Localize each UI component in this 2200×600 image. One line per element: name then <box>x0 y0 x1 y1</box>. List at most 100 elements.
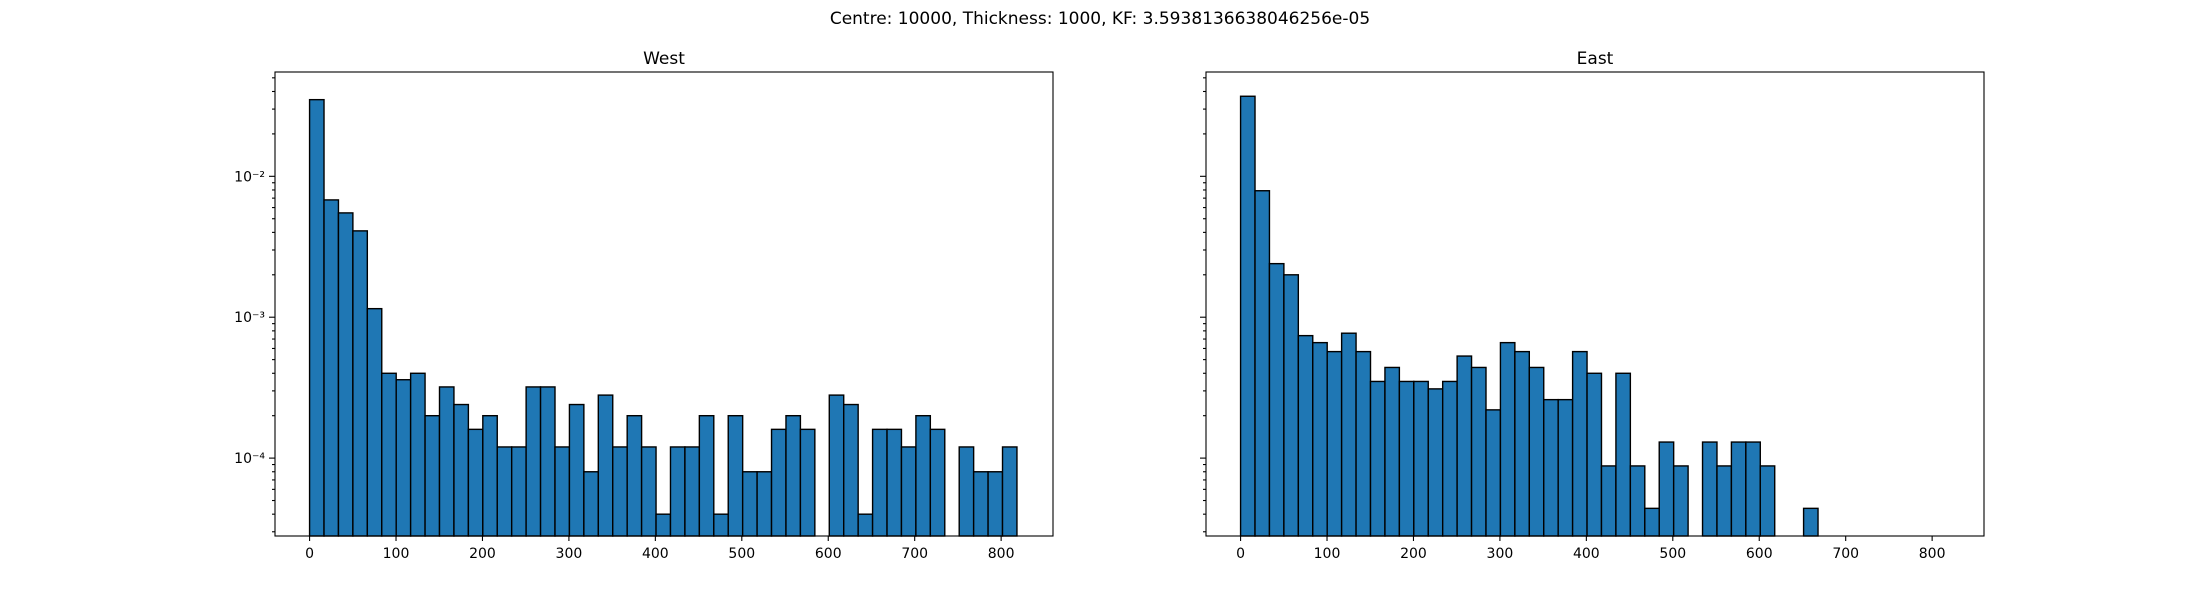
east-bar-32 <box>1701 441 1718 537</box>
east-bar-16 <box>1470 366 1487 537</box>
east-bar-20 <box>1528 366 1545 537</box>
west-bar-9 <box>438 386 455 537</box>
east-bar-34 <box>1730 441 1747 537</box>
figure-suptitle: Centre: 10000, Thickness: 1000, KF: 3.59… <box>830 9 1370 29</box>
west-bar-13 <box>496 446 513 537</box>
west-bar-29 <box>727 414 744 537</box>
west-x-tick-label-2: 200 <box>469 546 496 562</box>
west-y-axis: 10⁻⁴ 10⁻³ 10⁻² <box>234 77 275 533</box>
east-x-tick-label-3: 300 <box>1487 546 1514 562</box>
east-bar-28 <box>1644 507 1660 537</box>
west-bar-8 <box>424 414 441 537</box>
west-bar-11 <box>467 428 484 537</box>
west-plot-frame <box>274 71 1054 537</box>
east-x-tick-label-7: 700 <box>1832 546 1859 562</box>
west-x-tick-label-7: 700 <box>901 546 928 562</box>
west-bar-2 <box>337 212 354 537</box>
east-bar-39 <box>1802 507 1819 537</box>
east-bar-18 <box>1499 341 1516 537</box>
west-x-tick-label-4: 400 <box>642 546 669 562</box>
east-bar-11 <box>1398 380 1415 537</box>
east-x-axis: 0 100 200 300 400 500 600 700 800 <box>1236 536 1946 562</box>
west-bar-4 <box>366 307 383 537</box>
west-bar-28 <box>713 513 729 537</box>
east-x-tick-label-8: 800 <box>1919 546 1946 562</box>
west-x-tick-label-5: 500 <box>728 546 755 562</box>
west-y-tick-label-0: 10⁻⁴ <box>234 451 265 467</box>
west-bar-31 <box>756 471 773 537</box>
west-x-axis: 0 100 200 300 400 500 600 700 800 <box>305 536 1015 562</box>
west-bar-33 <box>785 414 802 537</box>
west-bar-3 <box>352 230 369 537</box>
west-bar-41 <box>900 446 917 537</box>
east-plot-frame <box>1205 71 1985 537</box>
west-bar-46 <box>972 471 989 537</box>
east-bar-17 <box>1485 409 1502 537</box>
east-bar-14 <box>1441 380 1458 537</box>
east-x-tick-label-4: 400 <box>1573 546 1600 562</box>
west-bar-32 <box>770 428 787 537</box>
east-x-tick-label-1: 100 <box>1314 546 1341 562</box>
west-bar-10 <box>453 403 470 537</box>
west-bar-48 <box>1001 446 1018 537</box>
west-bar-36 <box>828 394 845 537</box>
east-x-tick-label-6: 600 <box>1746 546 1773 562</box>
east-x-tick-label-2: 200 <box>1400 546 1427 562</box>
west-bar-30 <box>741 471 758 537</box>
west-bar-45 <box>958 446 975 537</box>
west-y-tick-label-1: 10⁻³ <box>234 310 265 326</box>
east-bar-21 <box>1543 398 1559 537</box>
west-panel: West 0 100 200 300 400 500 600 700 800 10⁻⁴10⁻³1… <box>234 49 1054 562</box>
east-bar-19 <box>1514 350 1531 537</box>
west-bar-43 <box>929 428 946 537</box>
west-bar-40 <box>886 428 903 537</box>
east-x-tick-label-5: 500 <box>1659 546 1686 562</box>
west-x-tick-label-6: 600 <box>815 546 842 562</box>
west-x-tick-label-3: 300 <box>556 546 583 562</box>
east-bar-1 <box>1254 190 1271 537</box>
west-bar-26 <box>684 446 701 537</box>
west-bar-17 <box>554 446 571 537</box>
east-bar-33 <box>1716 465 1733 537</box>
east-bar-5 <box>1312 341 1328 537</box>
east-bar-24 <box>1586 372 1603 537</box>
east-bar-25 <box>1600 465 1617 537</box>
east-bar-0 <box>1239 95 1256 537</box>
west-bar-34 <box>799 428 816 537</box>
west-bar-37 <box>843 403 859 537</box>
west-bar-18 <box>568 403 585 537</box>
east-bar-2 <box>1268 262 1285 537</box>
east-bar-9 <box>1369 380 1386 537</box>
west-bar-22 <box>626 414 643 537</box>
east-bar-30 <box>1672 465 1689 537</box>
east-bar-35 <box>1745 441 1761 537</box>
east-bar-22 <box>1557 398 1574 537</box>
west-bar-1 <box>323 199 340 537</box>
west-bar-24 <box>655 513 672 537</box>
east-bar-6 <box>1326 350 1343 537</box>
east-bars <box>1239 95 1819 537</box>
west-bar-0 <box>308 98 325 537</box>
east-title: East <box>1577 49 1614 69</box>
west-bar-25 <box>669 446 686 537</box>
west-x-tick-label-0: 0 <box>305 546 314 562</box>
east-bar-3 <box>1283 274 1300 537</box>
west-x-tick-label-8: 800 <box>988 546 1015 562</box>
west-y-tick-label-2: 10⁻² <box>234 169 265 185</box>
east-y-axis <box>1200 77 1206 533</box>
west-bar-14 <box>510 446 527 537</box>
east-bar-10 <box>1384 366 1401 537</box>
west-bar-7 <box>409 372 426 537</box>
west-bar-16 <box>539 386 556 537</box>
west-bar-15 <box>525 386 542 537</box>
east-panel: East 0 100 200 300 400 500 600 700 800 <box>1200 49 1985 562</box>
east-bar-36 <box>1759 465 1776 537</box>
west-bar-19 <box>583 471 600 537</box>
east-bar-15 <box>1456 355 1473 537</box>
west-bar-12 <box>482 414 498 537</box>
west-bar-38 <box>857 513 874 537</box>
west-bar-21 <box>612 446 628 537</box>
west-bar-23 <box>640 446 657 537</box>
east-bar-27 <box>1629 465 1646 537</box>
